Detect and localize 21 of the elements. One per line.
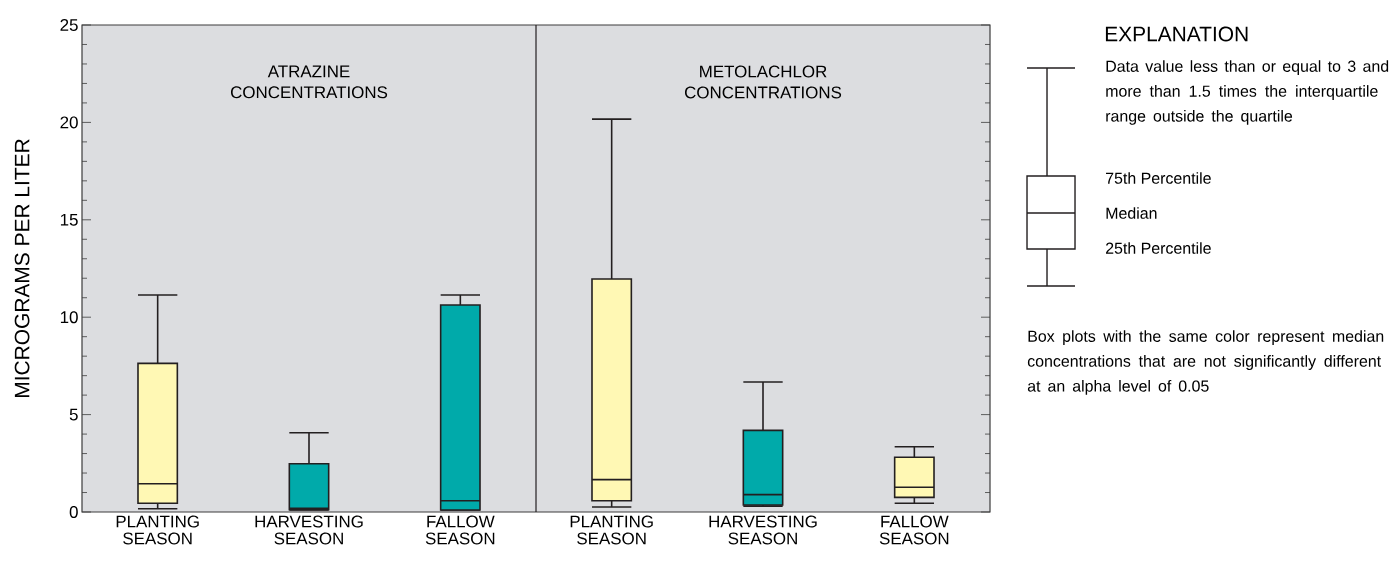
x-tick-label: HARVESTING SEASON [255, 515, 363, 545]
text: EXPLANATION [1105, 26, 1248, 42]
x-tick-label: PLANTING SEASON [116, 515, 199, 545]
annotation: METOLACHLOR CONCENTRATIONS [684, 65, 842, 99]
text: Box plots with the same color represent median concentrations that are not significantly different at an alpha level of 0.05 [1027, 330, 1384, 395]
text: 75th Percentile [1106, 172, 1211, 184]
y-tick-label: 20 [60, 116, 78, 129]
text: Data value less than or equal to 3 and more than 1.5 times the interquartile range outside the quartile [1106, 60, 1389, 125]
y-tick-label: 15 [60, 213, 78, 226]
text: 25th Percentile [1106, 242, 1211, 254]
y-tick-label: 10 [60, 311, 78, 324]
y-axis-title: MICROGRAMS PER LITER [14, 139, 30, 397]
text: Median [1106, 207, 1157, 219]
x-tick-label: FALLOW SEASON [425, 515, 495, 545]
x-tick-label: HARVESTING SEASON [709, 515, 817, 545]
y-tick-label: 0 [69, 506, 78, 518]
y-tick-label: 5 [69, 408, 78, 421]
x-tick-label: FALLOW SEASON [879, 515, 949, 545]
y-tick-label: 25 [60, 19, 78, 31]
x-tick-label: PLANTING SEASON [570, 515, 653, 545]
annotation: ATRAZINE CONCENTRATIONS [230, 65, 388, 99]
